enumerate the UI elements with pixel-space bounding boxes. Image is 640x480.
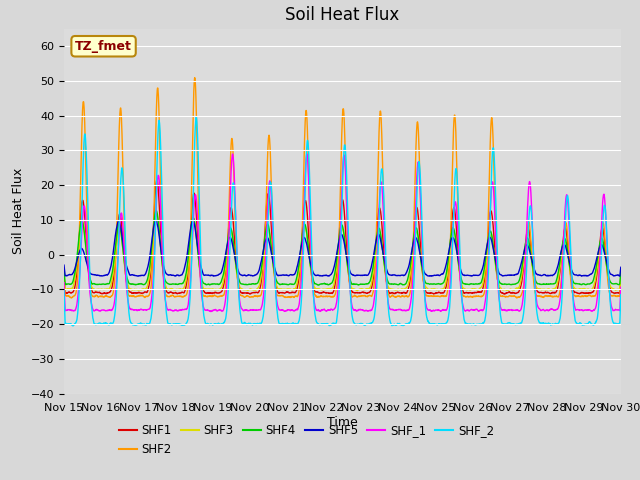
SHF_2 xyxy=(69,323,77,329)
SHF1 xyxy=(153,177,161,182)
SHF2 xyxy=(617,276,625,282)
SHF1 xyxy=(429,291,437,297)
SHF1 xyxy=(237,289,244,295)
SHF_1 xyxy=(413,168,421,174)
SHF_1 xyxy=(520,288,527,294)
SHF_2 xyxy=(413,185,421,191)
Line: SHF2: SHF2 xyxy=(64,78,621,298)
SHF2 xyxy=(479,293,486,299)
Line: SHF_1: SHF_1 xyxy=(64,154,621,312)
SHF_1 xyxy=(207,309,214,314)
SHF_2 xyxy=(193,114,200,120)
SHF2 xyxy=(191,75,198,81)
SHF3 xyxy=(152,211,160,216)
X-axis label: Time: Time xyxy=(327,416,358,429)
Line: SHF4: SHF4 xyxy=(64,210,621,285)
SHF_1 xyxy=(60,280,68,286)
SHF4 xyxy=(237,281,244,287)
SHF5 xyxy=(60,262,68,268)
SHF3 xyxy=(449,229,457,235)
SHF3 xyxy=(449,229,456,235)
SHF1 xyxy=(60,272,68,277)
Legend: SHF1, SHF2, SHF3, SHF4, SHF5, SHF_1, SHF_2: SHF1, SHF2, SHF3, SHF4, SHF5, SHF_1, SHF… xyxy=(115,420,499,461)
SHF4 xyxy=(152,207,160,213)
SHF4 xyxy=(520,252,527,258)
SHF5 xyxy=(449,235,456,240)
SHF5 xyxy=(449,235,456,240)
SHF4 xyxy=(315,282,323,288)
SHF5 xyxy=(413,237,420,243)
SHF4 xyxy=(617,269,625,275)
SHF4 xyxy=(449,225,456,231)
SHF4 xyxy=(413,228,421,233)
SHF5 xyxy=(616,273,623,279)
SHF_1 xyxy=(479,308,486,313)
SHF2 xyxy=(60,272,68,278)
Line: SHF3: SHF3 xyxy=(64,214,621,290)
Line: SHF1: SHF1 xyxy=(64,180,621,294)
SHF3 xyxy=(60,269,68,275)
Y-axis label: Soil Heat Flux: Soil Heat Flux xyxy=(12,168,25,254)
SHF_2 xyxy=(479,321,486,326)
SHF_1 xyxy=(617,284,625,290)
Title: Soil Heat Flux: Soil Heat Flux xyxy=(285,6,399,24)
SHF3 xyxy=(237,285,244,291)
SHF2 xyxy=(67,295,75,301)
SHF_2 xyxy=(237,315,245,321)
SHF5 xyxy=(152,217,160,223)
SHF2 xyxy=(237,292,245,298)
SHF5 xyxy=(520,251,527,257)
SHF3 xyxy=(479,282,486,288)
SHF3 xyxy=(520,259,527,264)
SHF5 xyxy=(479,266,486,272)
SHF_2 xyxy=(617,292,625,298)
SHF1 xyxy=(617,275,625,280)
SHF3 xyxy=(617,272,625,278)
SHF1 xyxy=(413,204,420,210)
Line: SHF5: SHF5 xyxy=(64,220,621,276)
SHF5 xyxy=(237,272,244,278)
SHF1 xyxy=(520,261,527,267)
Text: TZ_fmet: TZ_fmet xyxy=(75,40,132,53)
SHF_1 xyxy=(449,231,456,237)
SHF4 xyxy=(60,266,68,272)
SHF_1 xyxy=(449,227,457,232)
Line: SHF_2: SHF_2 xyxy=(64,117,621,326)
SHF5 xyxy=(617,264,625,270)
SHF2 xyxy=(520,282,527,288)
SHF4 xyxy=(449,225,457,230)
SHF3 xyxy=(353,288,361,293)
SHF_1 xyxy=(229,151,237,157)
SHF_2 xyxy=(449,236,456,242)
SHF_2 xyxy=(449,230,457,236)
SHF2 xyxy=(449,144,457,150)
SHF1 xyxy=(479,287,486,292)
SHF2 xyxy=(413,120,421,126)
SHF3 xyxy=(413,230,421,236)
SHF2 xyxy=(449,151,456,156)
SHF_2 xyxy=(60,287,68,293)
SHF4 xyxy=(479,276,486,281)
SHF_1 xyxy=(237,304,245,310)
SHF_2 xyxy=(520,309,527,315)
SHF1 xyxy=(449,208,457,214)
SHF1 xyxy=(449,210,456,216)
